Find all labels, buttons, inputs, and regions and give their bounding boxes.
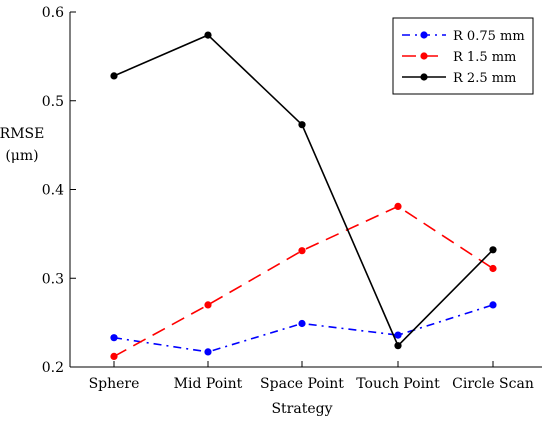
x-tick-label-3: Touch Point [356, 376, 440, 392]
series-0-point-1 [204, 348, 212, 356]
legend-label-1: R 1.5 mm [453, 50, 516, 65]
series-0 [110, 301, 497, 356]
series-line-1 [113, 205, 494, 358]
series-1-point-0 [110, 352, 118, 360]
series-layer [110, 31, 497, 360]
series-2-point-3 [394, 342, 402, 350]
x-tick-label-0: Sphere [89, 376, 140, 392]
y-ticks: 0.2 0.3 0.4 0.5 0.6 [42, 5, 76, 376]
series-1-point-3 [394, 202, 402, 210]
series-2-point-2 [298, 121, 306, 129]
legend-label-0: R 0.75 mm [453, 29, 525, 44]
y-tick-label-0: 0.2 [42, 360, 64, 376]
legend-marker-0 [420, 31, 428, 39]
x-tick-label-2: Space Point [260, 376, 344, 392]
series-1-point-4 [489, 264, 497, 273]
legend-marker-1 [420, 52, 428, 60]
series-0-point-3 [394, 331, 402, 339]
series-0-point-2 [298, 319, 306, 328]
series-2-point-1 [204, 31, 212, 39]
legend: R 0.75 mm R 1.5 mm R 2.5 mm [392, 17, 534, 95]
legend-box [392, 17, 534, 95]
y-tick-label-4: 0.6 [42, 5, 64, 21]
y-tick-label-3: 0.5 [42, 94, 64, 110]
series-line-0 [113, 304, 494, 353]
y-tick-label-2: 0.4 [42, 183, 64, 199]
series-1 [110, 202, 497, 360]
series-0-point-0 [110, 334, 118, 342]
x-ticks: Sphere Mid Point Space Point Touch Point Cir… [89, 361, 534, 392]
series-2 [110, 31, 497, 350]
x-tick-label-4: Circle Scan [452, 376, 534, 392]
legend-label-2: R 2.5 mm [453, 71, 516, 86]
x-tick-label-1: Mid Point [174, 376, 243, 392]
y-axis-title-line1: RMSE [0, 126, 44, 142]
y-tick-label-1: 0.3 [42, 271, 64, 287]
series-1-point-2 [298, 247, 306, 255]
y-axis-title-line2: (μm) [5, 148, 38, 164]
series-2-point-0 [110, 72, 118, 80]
series-1-point-1 [204, 301, 212, 309]
x-axis-title: Strategy [271, 401, 332, 417]
series-0-point-4 [489, 301, 497, 309]
legend-marker-2 [420, 73, 428, 81]
series-2-point-4 [489, 246, 497, 254]
